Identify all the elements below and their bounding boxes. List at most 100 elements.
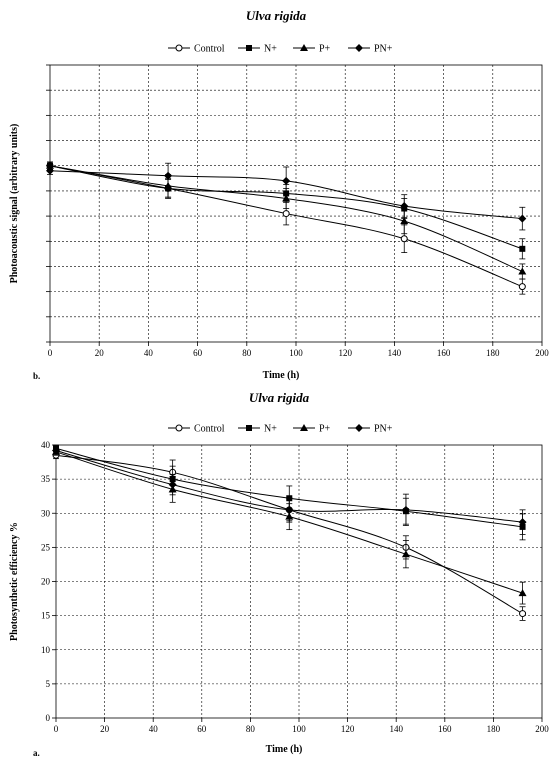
data-point <box>246 45 252 51</box>
y-axis: 0 5 10 15 20 25 30 35 40 <box>41 440 56 723</box>
data-point <box>46 166 54 175</box>
x-tick-label: 160 <box>437 348 451 358</box>
legend: Control N+ P+ PN+ <box>168 44 393 55</box>
data-point <box>400 235 408 243</box>
x-tick-label: 120 <box>341 724 355 734</box>
data-point <box>519 245 526 252</box>
x-tick-label: 0 <box>54 724 59 734</box>
y-tick-label: 0 <box>46 713 51 723</box>
data-point <box>518 267 527 275</box>
series-pnplus <box>52 446 527 535</box>
panel-label: a. <box>33 748 40 758</box>
x-tick-label: 40 <box>144 348 154 358</box>
x-axis-label: Time (h) <box>263 370 300 381</box>
data-point <box>518 518 527 527</box>
x-tick-label: 80 <box>242 348 252 358</box>
series-pplus <box>52 447 527 605</box>
legend-item: N+ <box>238 44 277 55</box>
data-point <box>282 210 290 218</box>
data-point <box>300 424 308 431</box>
x-tick-label: 180 <box>486 348 500 358</box>
legend-item: Control <box>168 44 225 55</box>
x-tick-label: 200 <box>535 348 549 358</box>
data-point <box>168 480 177 489</box>
data-point <box>175 44 183 52</box>
grid <box>56 445 542 718</box>
x-axis: 0 20 40 60 80 100 120 140 160 180 200 <box>48 342 549 358</box>
legend-label: Control <box>194 44 225 55</box>
chart-photoacoustic: Ulva rigida Control N+ P+ PN+ 0 20 40 60 80 100 120… <box>9 8 549 381</box>
data-point <box>300 44 308 51</box>
x-tick-label: 20 <box>100 724 110 734</box>
legend-label: Control <box>194 424 225 435</box>
y-axis-label: Photosynthetic efficiency % <box>9 522 20 641</box>
data-point <box>401 550 410 558</box>
y-tick-label: 40 <box>41 440 51 450</box>
x-tick-label: 20 <box>95 348 105 358</box>
x-tick-label: 60 <box>193 348 203 358</box>
legend-label: PN+ <box>374 44 393 55</box>
data-point <box>175 424 183 432</box>
data-point <box>52 446 60 455</box>
y-tick-label: 20 <box>41 577 51 587</box>
series-pplus <box>46 161 527 280</box>
x-axis-label: Time (h) <box>266 744 303 755</box>
legend-item: PN+ <box>348 44 393 55</box>
data-point <box>518 214 527 223</box>
x-tick-label: 100 <box>292 724 306 734</box>
data-point <box>355 424 363 432</box>
y-tick-label: 10 <box>41 645 51 655</box>
legend-label: N+ <box>264 44 277 55</box>
legend-label: N+ <box>264 424 277 435</box>
legend-item: N+ <box>238 424 277 435</box>
legend-label: P+ <box>319 424 331 435</box>
chart-title: Ulva rigida <box>249 390 310 405</box>
legend-item: P+ <box>293 44 331 55</box>
x-tick-label: 140 <box>389 724 403 734</box>
data-point <box>518 283 526 291</box>
data-point <box>285 505 294 514</box>
data-point <box>518 589 527 597</box>
data-point <box>355 44 363 52</box>
data-point <box>400 217 409 225</box>
y-tick-label: 25 <box>41 542 51 552</box>
x-tick-label: 180 <box>487 724 501 734</box>
legend-label: PN+ <box>374 424 393 435</box>
data-point <box>400 202 409 211</box>
y-tick-label: 15 <box>41 611 51 621</box>
series-control <box>52 451 527 621</box>
x-tick-label: 200 <box>535 724 549 734</box>
data-point <box>282 176 291 185</box>
grid <box>50 65 542 342</box>
x-tick-label: 60 <box>197 724 207 734</box>
y-tick-label: 5 <box>46 679 51 689</box>
y-tick-label: 30 <box>41 508 51 518</box>
data-point <box>282 194 291 202</box>
data-point <box>519 610 527 618</box>
x-axis: 0 20 40 60 80 100 120 140 160 180 200 <box>54 718 549 734</box>
data-point <box>401 505 410 514</box>
data-point <box>286 495 293 502</box>
panel-label: b. <box>33 371 40 381</box>
legend: Control N+ P+ PN+ <box>168 424 393 435</box>
x-tick-label: 160 <box>438 724 452 734</box>
x-tick-label: 40 <box>149 724 159 734</box>
data-point <box>246 425 252 431</box>
y-tick-label: 35 <box>41 474 51 484</box>
legend-label: P+ <box>319 44 331 55</box>
x-tick-label: 100 <box>289 348 303 358</box>
x-tick-label: 140 <box>388 348 402 358</box>
legend-item: PN+ <box>348 424 393 435</box>
x-tick-label: 80 <box>246 724 256 734</box>
y-axis-label: Photoacoustic signal (arbitrary units) <box>9 124 20 284</box>
legend-item: P+ <box>293 424 331 435</box>
series-pnplus <box>46 162 527 231</box>
y-axis <box>46 64 50 343</box>
legend-item: Control <box>168 424 225 435</box>
data-point <box>164 171 173 180</box>
x-tick-label: 0 <box>48 348 53 358</box>
x-tick-label: 120 <box>338 348 352 358</box>
chart-title: Ulva rigida <box>246 8 307 23</box>
